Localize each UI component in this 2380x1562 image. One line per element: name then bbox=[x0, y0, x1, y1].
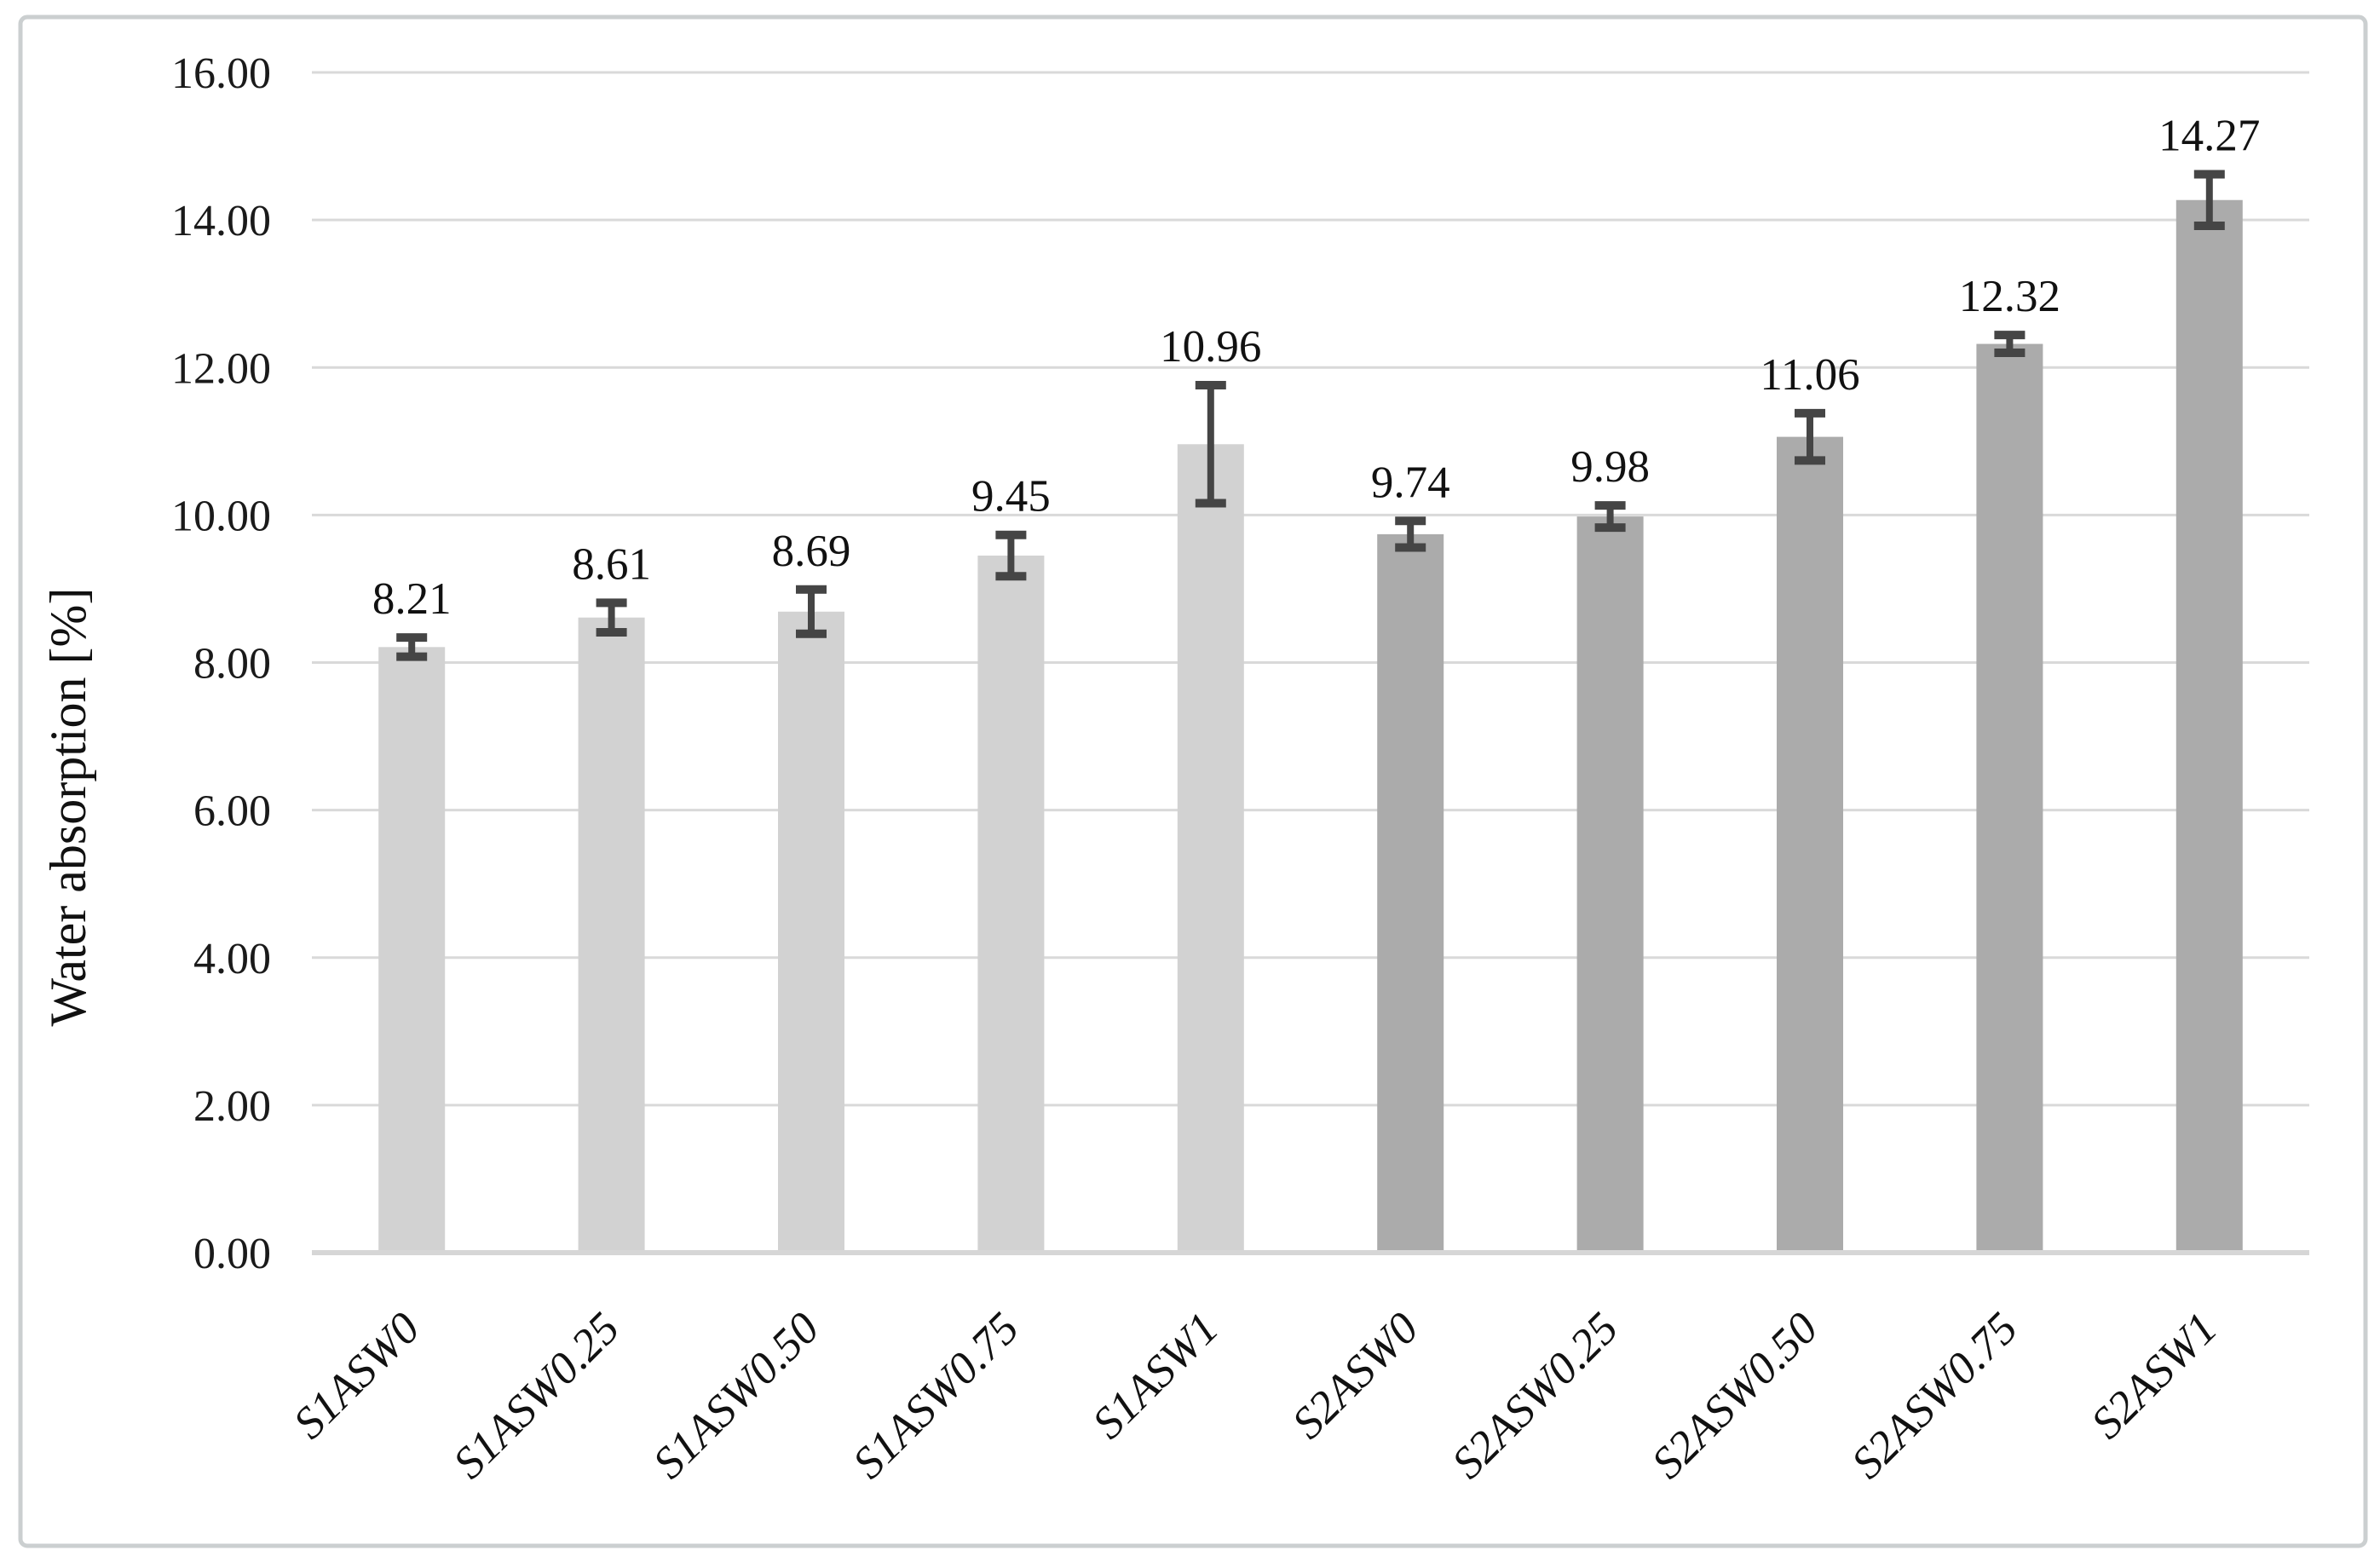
data-label: 9.45 bbox=[971, 472, 1051, 522]
data-label: 12.32 bbox=[1959, 272, 2060, 321]
y-tick-label: 12.00 bbox=[171, 344, 271, 393]
bar bbox=[1576, 516, 1644, 1253]
x-category-label: S1ASW0.25 bbox=[444, 1303, 629, 1488]
data-label: 9.98 bbox=[1570, 442, 1650, 492]
data-label: 8.69 bbox=[772, 527, 851, 576]
y-tick-label: 6.00 bbox=[193, 787, 271, 836]
bar bbox=[1777, 436, 1843, 1253]
bar bbox=[2175, 199, 2243, 1253]
bar bbox=[778, 611, 844, 1253]
y-tick-label: 0.00 bbox=[193, 1230, 271, 1278]
y-tick-label: 16.00 bbox=[171, 49, 271, 98]
bar bbox=[977, 555, 1045, 1253]
x-category-label: S1ASW0.50 bbox=[644, 1303, 829, 1488]
x-category-label: S2ASW0 bbox=[1283, 1303, 1428, 1448]
bar bbox=[578, 617, 645, 1253]
data-label: 8.21 bbox=[372, 574, 452, 624]
data-label: 10.96 bbox=[1160, 322, 1261, 372]
data-label: 11.06 bbox=[1760, 350, 1859, 400]
data-label: 14.27 bbox=[2158, 111, 2260, 160]
x-category-label: S1ASW0 bbox=[285, 1303, 429, 1448]
y-tick-label: 14.00 bbox=[171, 197, 271, 245]
y-tick-label: 4.00 bbox=[193, 935, 271, 983]
x-category-label: S1ASW0.75 bbox=[844, 1303, 1029, 1488]
data-label: 9.74 bbox=[1371, 458, 1450, 507]
y-tick-label: 8.00 bbox=[193, 640, 271, 689]
bar bbox=[1377, 533, 1444, 1253]
x-category-label: S2ASW0.75 bbox=[1842, 1303, 2027, 1488]
x-category-label: S2ASW0.50 bbox=[1643, 1303, 1828, 1488]
bar bbox=[1976, 343, 2043, 1253]
x-category-label: S2ASW0.25 bbox=[1443, 1303, 1628, 1488]
y-tick-label: 10.00 bbox=[171, 492, 271, 540]
bar bbox=[1177, 444, 1244, 1253]
y-axis-title: Water absorption [%] bbox=[40, 588, 96, 1027]
x-category-label: S1ASW1 bbox=[1083, 1303, 1228, 1448]
figure-border bbox=[18, 14, 2368, 1548]
y-tick-label: 2.00 bbox=[193, 1082, 271, 1131]
data-label: 8.61 bbox=[572, 539, 651, 589]
bar bbox=[378, 647, 446, 1253]
x-category-label: S2ASW1 bbox=[2082, 1303, 2227, 1448]
